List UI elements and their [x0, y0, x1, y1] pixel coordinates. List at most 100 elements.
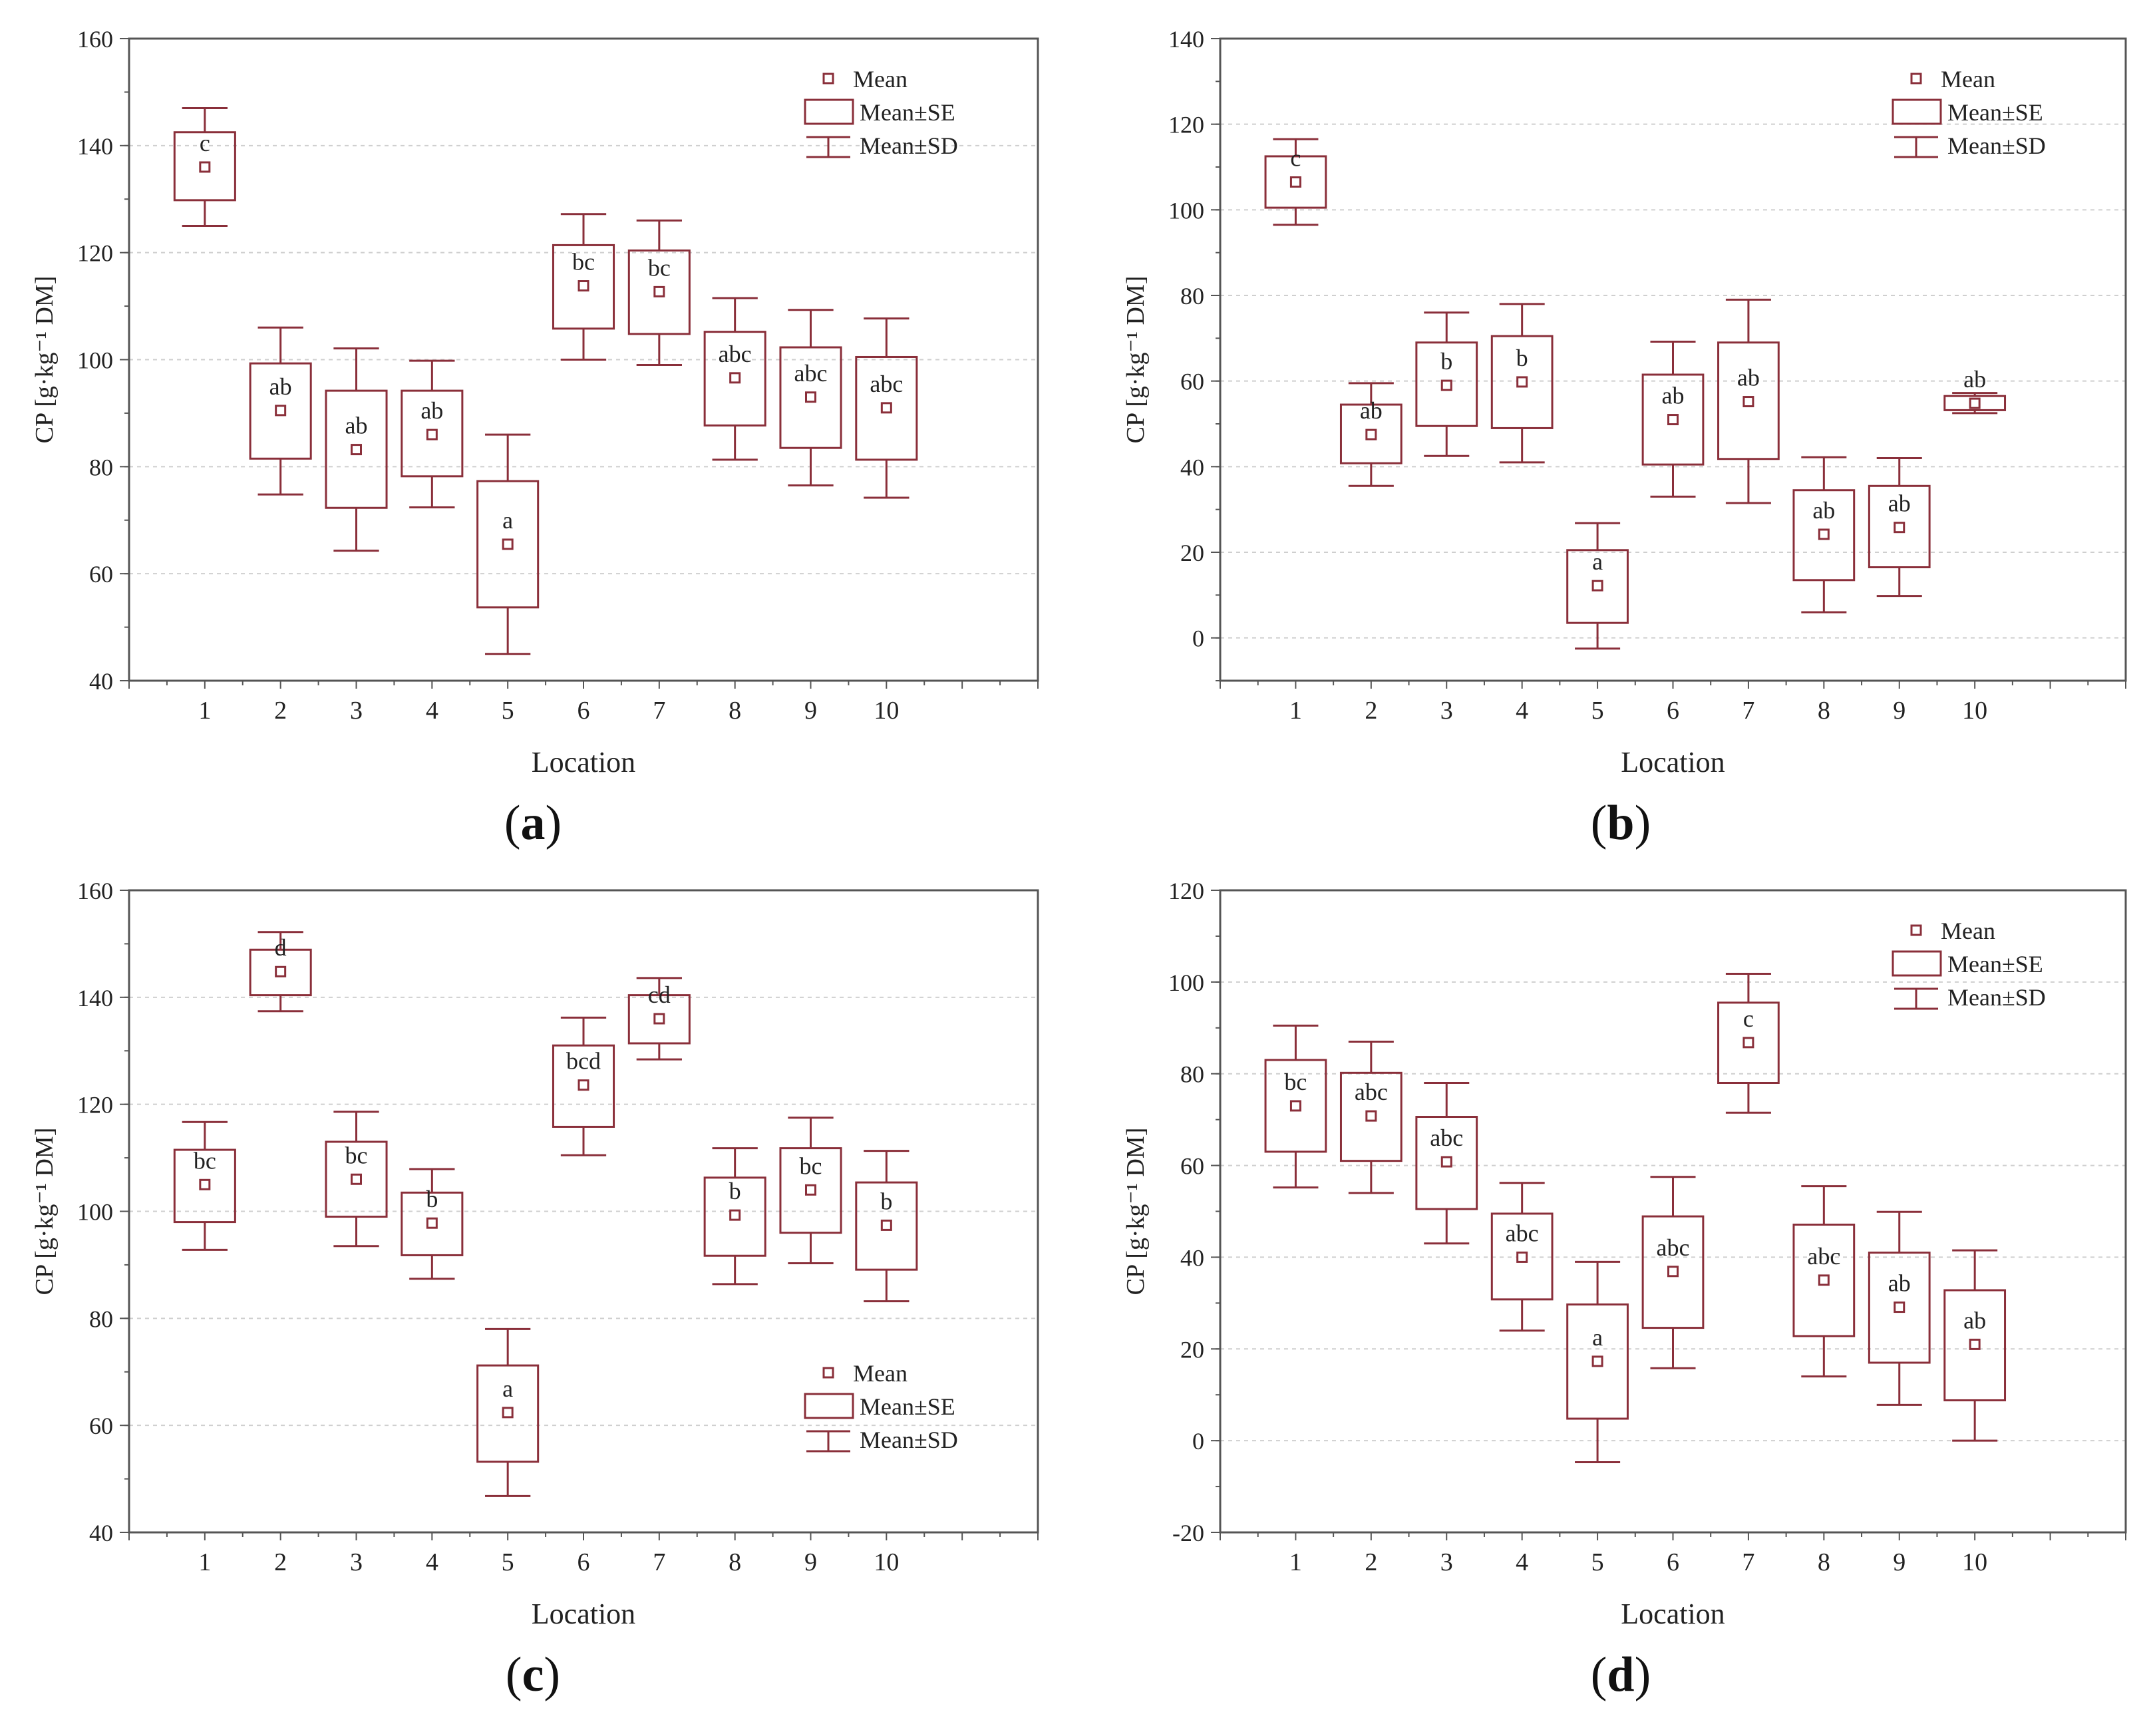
- x-tick-label: 4: [426, 1548, 438, 1576]
- se-box: [1868, 1252, 1931, 1364]
- se-box: [401, 1191, 464, 1256]
- legend-mean-label: Mean: [1941, 66, 1995, 92]
- legend: Mean Mean±SE Mean±SD: [804, 1360, 958, 1453]
- significance-letter: c: [1290, 145, 1301, 172]
- mean-marker: [1591, 580, 1603, 592]
- y-tick-label: 20: [1180, 540, 1204, 566]
- y-tick-label: 20: [1180, 1336, 1204, 1363]
- se-box: [1792, 489, 1856, 582]
- significance-letter: abc: [719, 341, 752, 367]
- significance-letter: b: [1516, 345, 1528, 371]
- mean-marker: [426, 1217, 438, 1229]
- significance-letter: bc: [194, 1147, 216, 1174]
- y-tick-label: 60: [1180, 369, 1204, 395]
- x-tick-label: 8: [729, 697, 741, 725]
- se-box: [1717, 1001, 1780, 1084]
- x-tick-label: 9: [804, 697, 817, 725]
- legend-mean-icon: [822, 1367, 834, 1379]
- y-tick-label: 60: [1180, 1153, 1204, 1180]
- legend-sd-label: Mean±SD: [1947, 132, 2046, 159]
- x-tick-label: 10: [874, 697, 899, 725]
- box-7: ab: [1717, 298, 1780, 504]
- x-axis-label: Location: [1621, 746, 1725, 779]
- significance-letter: ab: [269, 373, 292, 400]
- y-tick-label: 140: [77, 985, 113, 1011]
- significance-letter: ab: [1963, 366, 1986, 393]
- box-2: d: [249, 931, 312, 1013]
- box-2: ab: [1339, 382, 1403, 487]
- legend-sd-label: Mean±SD: [860, 1427, 958, 1453]
- x-tick-label: 7: [653, 1548, 665, 1576]
- se-box: [401, 389, 464, 478]
- mean-marker: [1365, 429, 1377, 440]
- box-3: abc: [1415, 1082, 1478, 1245]
- legend-mean-icon: [1910, 73, 1922, 85]
- x-tick-label: 1: [198, 1548, 211, 1576]
- x-tick-label: 8: [729, 1548, 741, 1576]
- significance-letter: bcd: [566, 1048, 601, 1075]
- significance-letter: a: [502, 1375, 513, 1402]
- y-tick-label: 120: [1168, 878, 1204, 904]
- y-tick-label: 40: [89, 668, 113, 695]
- box-5: a: [1566, 1260, 1629, 1464]
- box-3: ab: [325, 347, 388, 552]
- panel-b: 0 20 40 60 80 100 120 140 c 1 ab 2 b 3 b 4 a 5 ab 6 ab 7 ab 8 ab…: [1122, 26, 2127, 779]
- x-axis-label: Location: [532, 746, 635, 779]
- panel-c: 40 60 80 100 120 140 160 bc 1 d 2 bc 3 b 4 a 5 bcd 6 cd 7 b 8 b…: [31, 878, 1039, 1630]
- significance-letter: ab: [345, 413, 368, 439]
- significance-letter: b: [1440, 348, 1452, 375]
- box-8: abc: [1792, 1185, 1856, 1378]
- mean-marker: [880, 1219, 892, 1231]
- significance-letter: b: [426, 1186, 438, 1212]
- box-9: ab: [1868, 456, 1931, 598]
- se-box: [703, 331, 766, 427]
- se-box: [476, 480, 540, 609]
- y-tick-label: 140: [77, 133, 113, 160]
- se-box: [325, 389, 388, 509]
- mean-marker: [275, 965, 287, 977]
- panel-c-caption: (c): [505, 1648, 561, 1702]
- significance-letter: abc: [794, 360, 828, 387]
- se-box: [1339, 403, 1403, 464]
- y-axis-label: CP [g·kg⁻¹ DM]: [31, 1128, 59, 1296]
- mean-marker: [275, 405, 287, 417]
- se-box: [173, 1148, 236, 1224]
- x-tick-label: 4: [1516, 1548, 1528, 1576]
- x-tick-label: 9: [1893, 1548, 1905, 1576]
- significance-letter: bc: [1284, 1069, 1307, 1095]
- significance-letter: abc: [1430, 1125, 1463, 1151]
- x-tick-label: 6: [1667, 1548, 1679, 1576]
- mean-marker: [729, 1209, 741, 1221]
- y-tick-label: 80: [89, 454, 113, 480]
- mean-marker: [1969, 397, 1981, 409]
- se-box: [552, 1044, 615, 1128]
- significance-letter: abc: [1807, 1243, 1840, 1270]
- mean-marker: [426, 429, 438, 440]
- significance-letter: bc: [345, 1142, 368, 1168]
- box-1: bc: [1264, 1024, 1327, 1189]
- panel-a: 40 60 80 100 120 140 160 c 1 ab 2 ab 3 ab 4 a 5 bc 6 bc 7 abc…: [31, 26, 1039, 779]
- significance-letter: abc: [1506, 1220, 1539, 1246]
- x-tick-label: 1: [1289, 1548, 1302, 1576]
- mean-marker: [1365, 1110, 1377, 1122]
- se-box: [1868, 484, 1931, 569]
- box-4: b: [1490, 303, 1554, 464]
- box-10: ab: [1943, 1249, 2007, 1442]
- x-axis-label: Location: [1621, 1598, 1725, 1630]
- se-box: [249, 362, 312, 460]
- x-tick-label: 7: [653, 697, 665, 725]
- se-box: [249, 948, 312, 997]
- legend-se-icon: [804, 98, 854, 125]
- x-tick-label: 5: [1591, 1548, 1604, 1576]
- significance-letter: abc: [1355, 1079, 1388, 1105]
- mean-marker: [1440, 1156, 1452, 1168]
- se-box: [476, 1364, 540, 1463]
- mean-marker: [1591, 1355, 1603, 1367]
- mean-marker: [805, 1184, 816, 1196]
- x-tick-label: 5: [1591, 697, 1604, 725]
- se-box: [855, 1181, 918, 1271]
- y-tick-label: 100: [77, 347, 113, 374]
- se-box: [1566, 1303, 1629, 1420]
- x-tick-label: 2: [1365, 1548, 1377, 1576]
